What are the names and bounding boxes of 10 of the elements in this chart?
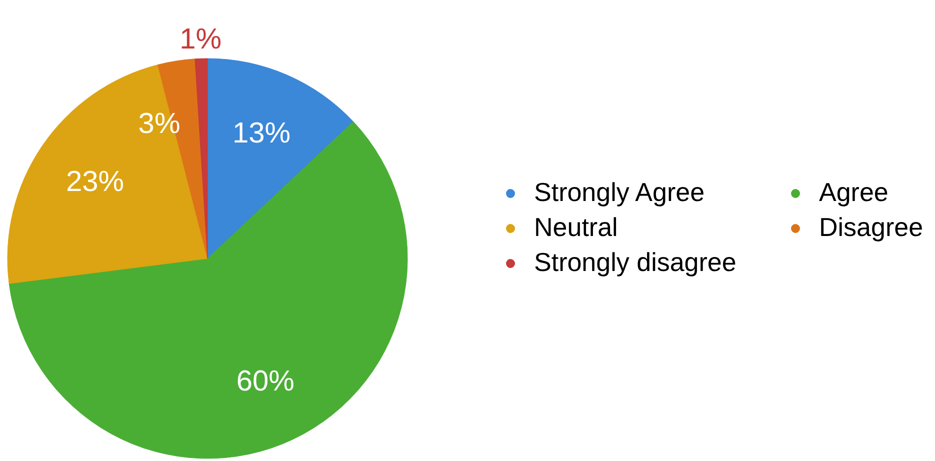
legend-label: Strongly Agree <box>534 177 706 208</box>
data-label: 60% <box>236 366 294 398</box>
data-label: 1% <box>180 24 222 56</box>
data-label: 23% <box>66 166 124 198</box>
data-label: 13% <box>232 118 291 150</box>
legend-label: Disagree <box>819 212 924 243</box>
legend-label: Neutral <box>534 212 619 243</box>
legend-label: Strongly disagree <box>534 247 738 278</box>
legend-label: Agree <box>819 177 890 208</box>
data-label: 3% <box>138 108 180 140</box>
